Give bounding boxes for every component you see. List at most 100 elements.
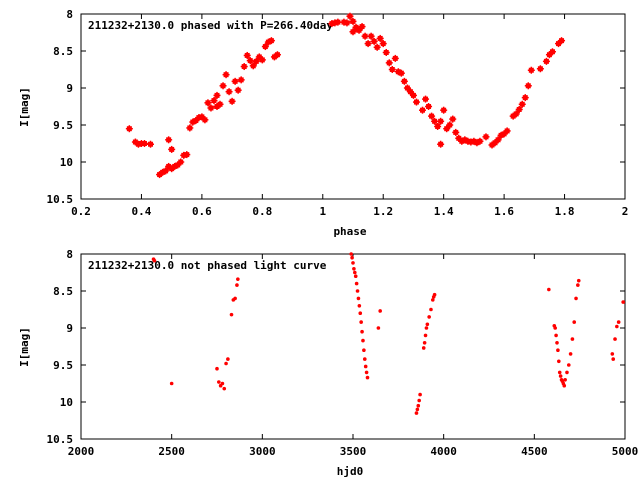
- data-point: [355, 26, 363, 34]
- data-point: [391, 54, 399, 62]
- data-point: [379, 40, 387, 48]
- data-point: [201, 116, 209, 124]
- data-point: [443, 125, 451, 133]
- data-point: [354, 281, 359, 286]
- y-tick-label: 8: [66, 248, 73, 261]
- data-point: [406, 88, 414, 96]
- data-point: [558, 374, 563, 378]
- data-point: [349, 28, 357, 36]
- data-point: [376, 34, 384, 42]
- data-point: [423, 333, 428, 338]
- data-point: [224, 361, 228, 366]
- data-point: [235, 283, 239, 287]
- data-point: [565, 370, 569, 375]
- data-point: [370, 37, 378, 45]
- y-tick-label: 8.5: [53, 285, 73, 298]
- data-point: [397, 69, 405, 77]
- data-point: [415, 407, 420, 412]
- data-point: [362, 348, 366, 353]
- raw-light-curve-panel: 211232+2130.0 not phased light curve hjd…: [18, 248, 638, 478]
- x-tick-label: 1.2: [373, 205, 393, 218]
- data-point: [616, 320, 621, 324]
- data-point: [352, 267, 356, 271]
- data-point: [555, 341, 559, 345]
- data-point: [229, 312, 234, 317]
- data-point: [207, 104, 215, 112]
- data-point: [351, 261, 355, 265]
- data-point: [367, 32, 375, 40]
- data-point: [240, 63, 248, 71]
- data-point: [228, 97, 236, 105]
- data-point: [432, 292, 437, 297]
- data-point: [476, 137, 484, 145]
- data-point: [356, 296, 361, 301]
- data-point: [521, 94, 529, 102]
- data-point: [610, 352, 615, 356]
- x-tick-label: 0.8: [252, 205, 272, 218]
- data-point: [226, 357, 230, 361]
- data-point: [572, 320, 577, 324]
- data-point: [558, 37, 566, 45]
- data-point: [168, 145, 176, 153]
- y-tick-label: 10: [60, 156, 73, 169]
- x-tick-label: 2: [622, 205, 629, 218]
- data-point: [273, 51, 281, 59]
- data-point: [557, 359, 561, 364]
- x-tick-label: 3500: [340, 445, 367, 458]
- data-point: [566, 363, 571, 367]
- data-point: [162, 167, 170, 175]
- data-point: [357, 304, 362, 308]
- data-point: [388, 66, 396, 73]
- data-point: [252, 57, 260, 65]
- data-point: [414, 411, 419, 415]
- data-point: [186, 124, 194, 132]
- data-point: [177, 158, 185, 166]
- data-point: [556, 348, 560, 353]
- x-tick-label: 1.4: [434, 205, 454, 218]
- data-point: [576, 278, 581, 283]
- data-point: [373, 43, 381, 51]
- data-point: [382, 48, 390, 56]
- data-point: [355, 289, 360, 293]
- data-point: [360, 329, 364, 334]
- y-tick-label: 9.5: [53, 119, 73, 132]
- data-point: [611, 357, 616, 361]
- data-point: [524, 82, 532, 90]
- data-point: [421, 346, 426, 350]
- data-point: [349, 252, 353, 256]
- chart-title: 211232+2130.0 phased with P=266.40day: [88, 19, 333, 32]
- x-tick-label: 0.6: [192, 205, 212, 218]
- data-point: [418, 392, 422, 397]
- data-point: [427, 315, 431, 319]
- data-point: [365, 375, 370, 380]
- data-point: [431, 117, 439, 125]
- data-point: [217, 380, 221, 384]
- data-point: [216, 100, 224, 108]
- data-point: [440, 106, 448, 114]
- data-point: [536, 65, 544, 73]
- phased-light-curve-panel: 211232+2130.0 phased with P=266.40day ph…: [18, 8, 628, 238]
- x-tick-label: 4000: [430, 445, 457, 458]
- data-point: [376, 326, 381, 330]
- x-tick-label: 5000: [612, 445, 639, 458]
- data-point: [152, 258, 157, 263]
- data-point: [219, 82, 227, 90]
- data-point: [563, 378, 567, 382]
- data-point: [547, 287, 551, 292]
- x-tick-label: 4500: [521, 445, 548, 458]
- y-tick-label: 10.5: [47, 433, 74, 446]
- data-point: [576, 283, 580, 287]
- data-point: [437, 140, 445, 148]
- y-tick-labels: 8 8.5 9 9.5 10 10.5: [47, 248, 625, 446]
- data-point: [416, 403, 421, 408]
- data-point: [346, 12, 354, 20]
- data-point: [494, 136, 502, 144]
- data-point: [548, 48, 556, 56]
- data-point: [412, 98, 420, 106]
- y-tick-label: 9.5: [53, 359, 73, 372]
- data-point: [437, 117, 445, 125]
- data-point: [249, 62, 257, 70]
- data-point: [364, 370, 369, 375]
- y-tick-labels: 8 8.5 9 9.5 10 10.5: [47, 8, 625, 206]
